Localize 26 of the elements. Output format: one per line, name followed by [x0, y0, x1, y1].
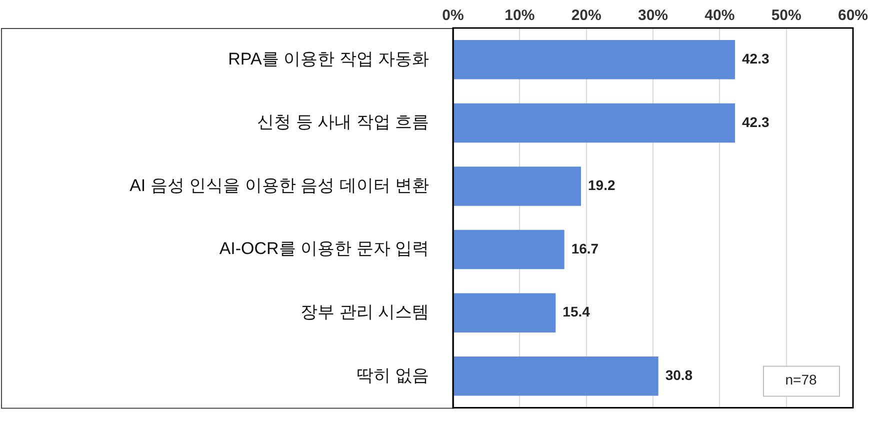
data-label: 15.4: [562, 304, 590, 320]
x-tick-label: 40%: [704, 7, 735, 24]
y-tick-label: 딱히 없음: [356, 366, 429, 385]
x-tick-label: 30%: [638, 7, 668, 24]
data-label: 30.8: [665, 367, 693, 384]
x-tick-label: 50%: [771, 7, 802, 24]
annotation: n=78: [785, 372, 817, 388]
data-label: 42.3: [742, 50, 770, 67]
data-label: 19.2: [588, 177, 616, 194]
x-tick-label: 0%: [442, 7, 464, 24]
y-tick-label: AI 음성 인식을 이용한 음성 데이터 변환: [130, 176, 429, 195]
bar: [454, 40, 735, 80]
y-tick-label: AI-OCR를 이용한 문자 입력: [219, 239, 429, 258]
bar: [454, 103, 735, 143]
y-tick-label: RPA를 이용한 작업 자동화: [228, 49, 429, 68]
y-tick-label: 신청 등 사내 작업 흐름: [257, 112, 429, 132]
bar: [454, 293, 556, 332]
x-tick-label: 60%: [838, 7, 868, 24]
data-label: 16.7: [571, 240, 599, 256]
x-tick-label: 10%: [504, 7, 535, 24]
data-label: 42.3: [742, 114, 770, 130]
bar: [454, 166, 581, 206]
y-tick-label: 장부 관리 시스템: [300, 302, 429, 322]
bar: [454, 356, 658, 396]
x-tick-label: 20%: [571, 7, 602, 24]
bar: [454, 230, 564, 270]
